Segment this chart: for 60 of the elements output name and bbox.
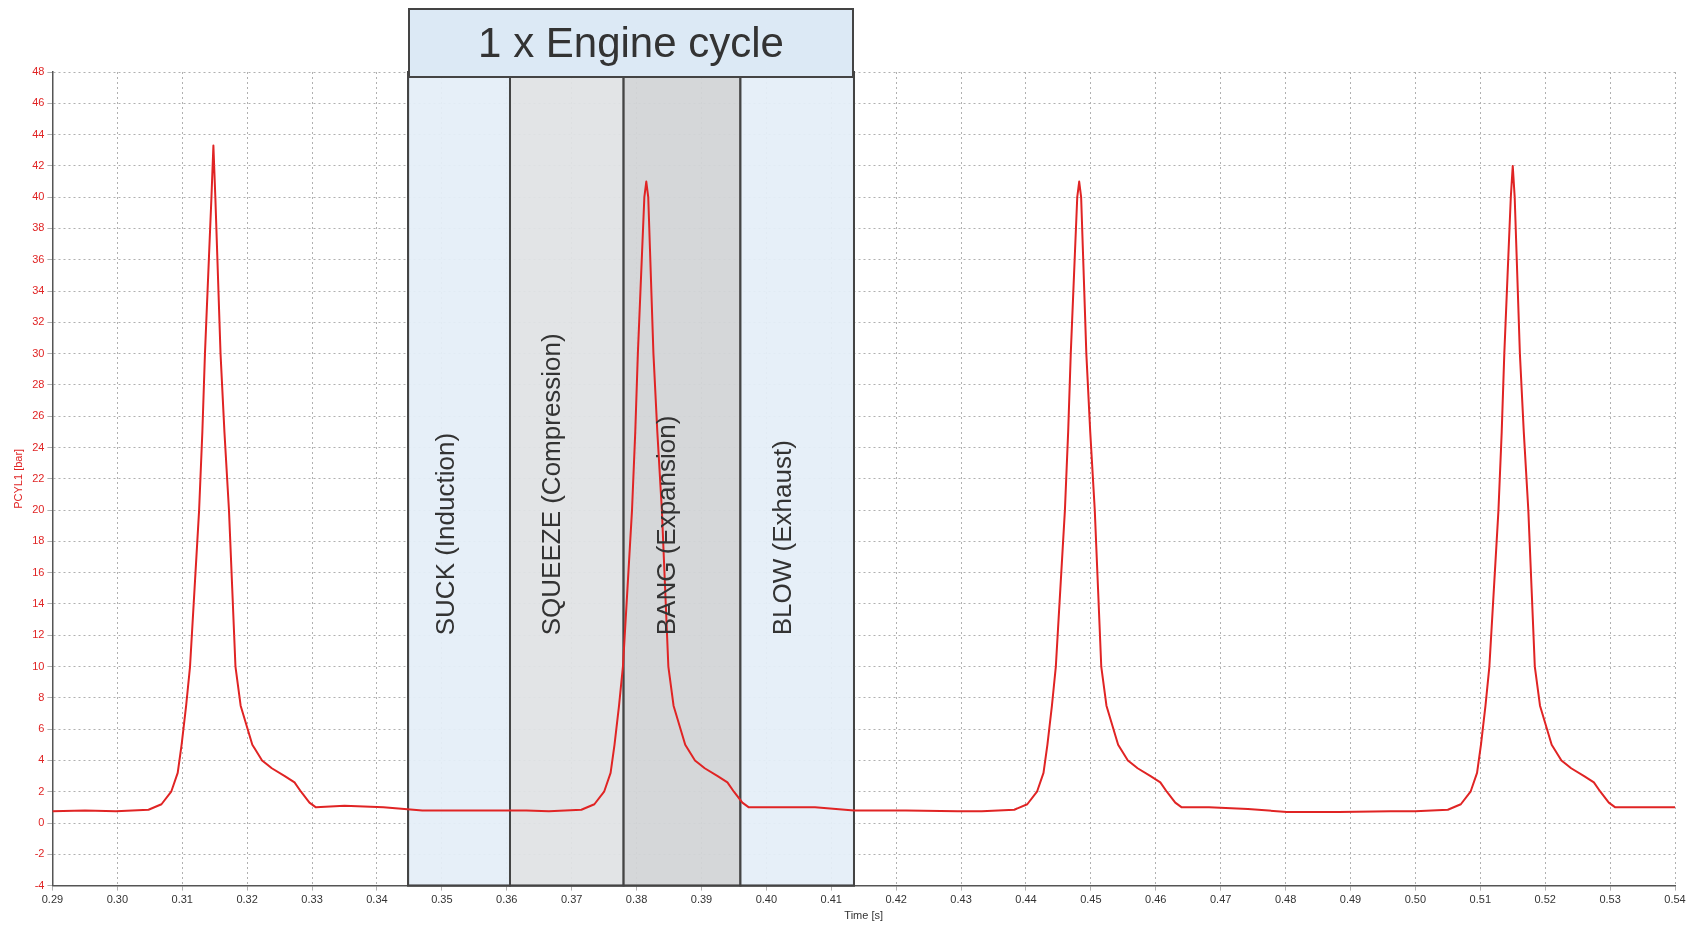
y-tick-label: 36 [32,252,45,265]
y-tick-label: 38 [32,221,45,234]
x-tick-label: 0.30 [106,893,129,906]
y-tick-label: 34 [32,284,45,297]
band-label: BLOW (Exhaust) [766,440,797,636]
y-tick-label: 26 [32,409,45,422]
y-tick-label: 8 [38,690,45,703]
x-tick-label: 0.46 [1145,893,1167,906]
y-tick-label: 48 [32,65,45,78]
x-tick-label: 0.39 [690,893,713,906]
x-tick-label: 0.45 [1080,893,1102,906]
band-label: BANG (Expansion) [651,415,682,636]
y-tick-label: 22 [32,471,45,484]
y-tick-label: 20 [32,503,45,516]
y-tick-label: 10 [32,659,45,672]
x-tick-label: 0.43 [950,893,972,906]
y-tick-label: 46 [32,96,45,109]
y-tick-label: 28 [32,377,45,390]
y-tick-label: 16 [32,565,45,578]
band-label: SQUEEZE (Compression) [536,333,567,636]
y-tick-label: 6 [38,722,45,735]
y-tick-label: 30 [32,346,45,359]
y-tick-label: -2 [34,847,45,860]
x-tick-label: 0.29 [41,893,64,906]
band-label: SUCK (Induction) [429,432,460,636]
x-tick-label: 0.52 [1534,893,1556,906]
x-tick-label: 0.35 [431,893,453,906]
y-tick-label: 42 [32,158,45,171]
x-tick-label: 0.53 [1599,893,1621,906]
y-axis-title: PCYL1 [bar] [11,448,24,509]
y-tick-label: 40 [32,190,45,203]
x-tick-label: 0.50 [1404,893,1427,906]
x-tick-label: 0.41 [820,893,842,906]
x-tick-label: 0.42 [885,893,907,906]
x-tick-label: 0.40 [755,893,778,906]
x-tick-label: 0.31 [171,893,193,906]
y-tick-label: 2 [38,784,45,797]
x-axis-title: Time [s] [844,909,884,922]
y-tick-label: 44 [32,127,45,140]
x-tick-label: 0.34 [366,893,388,906]
x-tick-label: 0.51 [1469,893,1491,906]
x-tick-label: 0.44 [1015,893,1037,906]
label-box: 1 x Engine cycle [408,8,854,78]
x-tick-label: 0.32 [236,893,258,906]
x-tick-label: 0.48 [1274,893,1297,906]
y-tick-label: 0 [38,816,45,829]
x-tick-label: 0.49 [1339,893,1362,906]
x-tick-label: 0.36 [496,893,518,906]
y-tick-label: 18 [32,534,45,547]
x-tick-label: 0.33 [301,893,323,906]
y-tick-label: 4 [38,753,45,766]
y-tick-label: 32 [32,315,45,328]
y-tick-label: -4 [34,878,45,891]
x-tick-label: 0.47 [1209,893,1232,906]
x-tick-label: 0.37 [560,893,583,906]
y-tick-label: 12 [32,628,45,641]
x-tick-label: 0.54 [1664,893,1686,906]
y-tick-label: 14 [32,597,45,609]
y-tick-label: 24 [32,440,45,453]
x-tick-label: 0.38 [625,893,648,906]
